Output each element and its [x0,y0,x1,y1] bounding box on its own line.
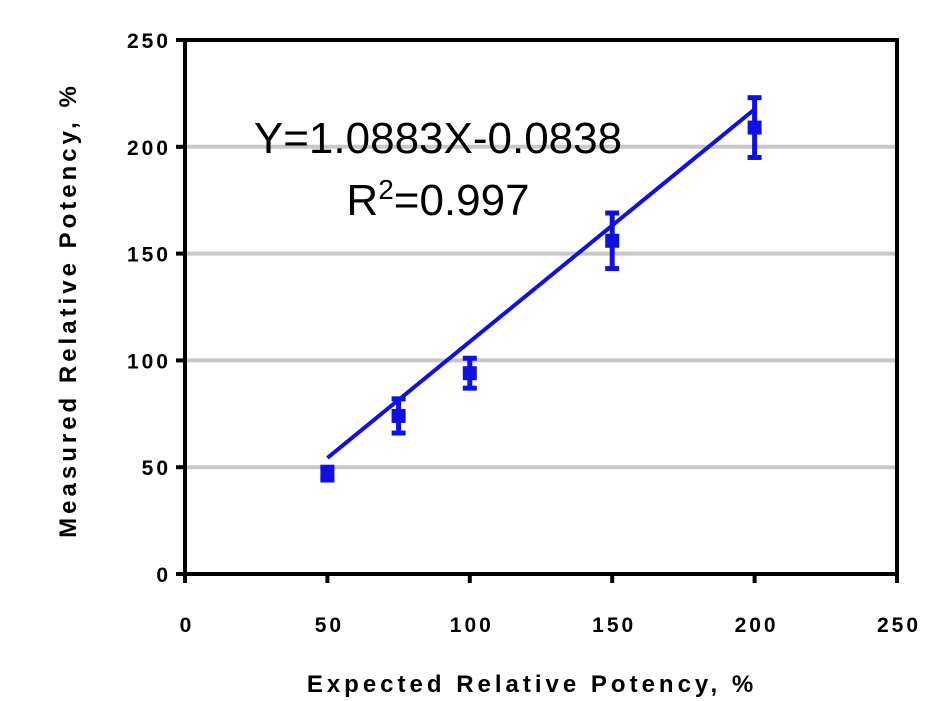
x-axis-ticks: 0 50 100 150 200 250 [180,574,921,637]
data-point-2 [391,396,406,436]
data-point-4 [605,210,620,272]
y-tick-label-0: 0 [156,564,171,587]
x-tick-label-250: 250 [877,614,921,637]
point-marker [462,366,477,381]
x-tick-label-50: 50 [315,614,344,637]
y-axis-ticks: 0 50 100 150 200 250 [127,30,185,587]
x-tick-label-150: 150 [592,614,636,637]
equation-label: Y=1.0883X-0.0838 [254,114,622,163]
y-tick-label-250: 250 [127,30,171,53]
point-marker [320,466,335,481]
x-tick-label-0: 0 [180,614,195,637]
plot-frame [183,38,899,576]
r-squared-superscript: 2 [378,174,394,205]
axes [183,38,899,576]
y-tick-label-50: 50 [142,457,171,480]
data-point-5 [747,95,762,160]
r-squared-prefix: R [346,176,378,225]
x-tick-label-200: 200 [735,614,779,637]
point-marker [747,120,762,135]
data-point-3 [462,355,477,391]
data-points [320,95,762,483]
point-marker [605,233,620,248]
y-tick-label-100: 100 [127,350,171,373]
r-squared-value: =0.997 [394,176,530,225]
y-tick-label-200: 200 [127,137,171,160]
x-tick-label-100: 100 [450,614,494,637]
data-point-1 [320,464,335,483]
gridlines [185,144,897,470]
point-marker [391,408,406,423]
r-squared-label: R2=0.997 [346,174,529,225]
y-tick-label-150: 150 [127,244,171,267]
y-axis-title: Measured Relative Potency, % [55,82,82,538]
x-axis-title: Expected Relative Potency, % [307,671,757,698]
